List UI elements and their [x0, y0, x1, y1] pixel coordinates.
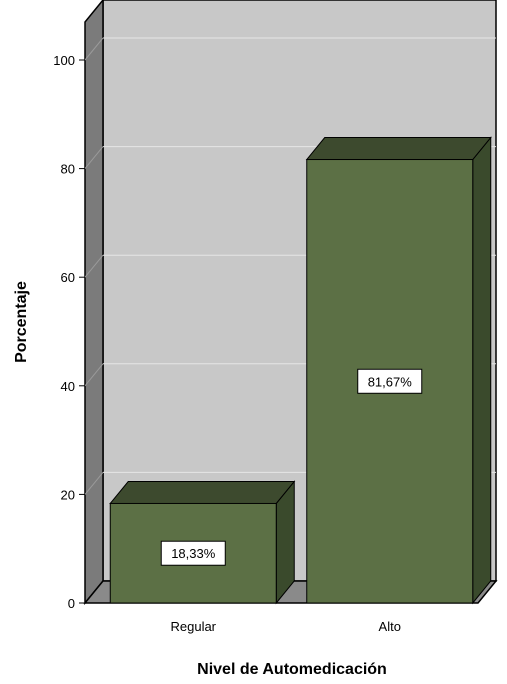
bar-side: [472, 136, 492, 605]
data-label: 81,67%: [368, 374, 413, 389]
y-tick-label: 60: [61, 270, 75, 285]
bar-top: [109, 480, 296, 504]
y-tick-label: 80: [61, 162, 75, 177]
x-tick-label: Alto: [379, 619, 401, 634]
y-tick-label: 0: [68, 596, 75, 611]
y-tick-label: 100: [53, 53, 75, 68]
bar-regular: 18,33%: [109, 480, 296, 605]
gridline-side: [84, 363, 104, 387]
gridline-side: [84, 254, 104, 278]
y-axis-title: Porcentaje: [13, 281, 30, 363]
data-label-box: [357, 368, 423, 394]
left-wall: [84, 0, 104, 606]
bar-top: [305, 137, 492, 161]
y-tick-label: 40: [61, 379, 75, 394]
data-label: 18,33%: [171, 546, 216, 561]
bars: 18,33% 81,67%: [109, 136, 492, 605]
x-tick-label: Regular: [170, 619, 216, 634]
y-axis: 0 20 40 60 80 100: [53, 53, 85, 611]
x-axis: Regular Alto: [170, 619, 400, 634]
gridline-side: [84, 146, 104, 169]
x-axis-title: Nivel de Automedicación: [197, 661, 387, 678]
gridline-side: [84, 472, 104, 495]
bar-alto: 81,67%: [305, 136, 492, 605]
data-label-box: [160, 540, 226, 566]
gridline-side: [84, 37, 104, 61]
y-tick-label: 20: [61, 487, 75, 502]
